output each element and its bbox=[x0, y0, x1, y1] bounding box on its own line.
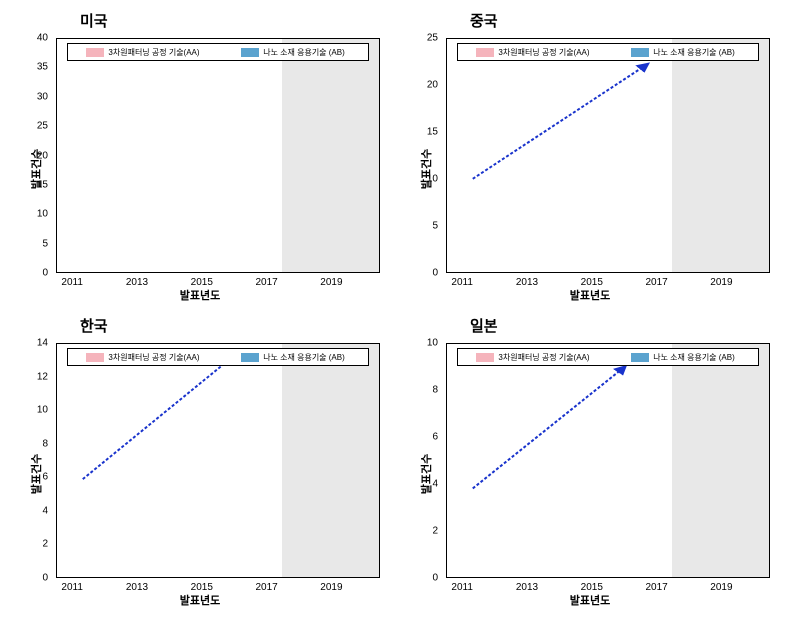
y-tick-label: 25 bbox=[37, 121, 48, 132]
x-tick-label: 2019 bbox=[320, 582, 342, 593]
x-axis-label: 발표년도 bbox=[180, 287, 220, 303]
y-tick-label: 8 bbox=[432, 385, 438, 396]
y-tick-label: 10 bbox=[37, 209, 48, 220]
y-tick-label: 12 bbox=[37, 371, 48, 382]
y-axis-label: 발표건수 bbox=[418, 453, 434, 493]
legend-item-aa: 3차원패터닝 공정 기술(AA) bbox=[458, 352, 608, 363]
legend-swatch-ab bbox=[631, 353, 649, 362]
legend-swatch-ab bbox=[241, 48, 259, 57]
x-axis-label: 발표년도 bbox=[180, 592, 220, 608]
legend: 3차원패터닝 공정 기술(AA) 나노 소재 응용기술 (AB) bbox=[457, 348, 759, 366]
y-tick-label: 35 bbox=[37, 62, 48, 73]
legend-swatch-aa bbox=[86, 48, 104, 57]
plot-area: 3차원패터닝 공정 기술(AA) 나노 소재 응용기술 (AB) bbox=[446, 343, 770, 578]
y-tick-label: 30 bbox=[37, 91, 48, 102]
legend-item-aa: 3차원패터닝 공정 기술(AA) bbox=[458, 47, 608, 58]
x-tick-label: 2011 bbox=[61, 582, 83, 593]
y-axis-label: 발표건수 bbox=[28, 148, 44, 188]
y-tick-label: 10 bbox=[427, 338, 438, 349]
plot-area: 3차원패터닝 공정 기술(AA) 나노 소재 응용기술 (AB) bbox=[56, 38, 380, 273]
legend-label-aa: 3차원패터닝 공정 기술(AA) bbox=[498, 352, 589, 363]
legend-swatch-aa bbox=[476, 48, 494, 57]
y-tick-label: 15 bbox=[427, 127, 438, 138]
y-tick-label: 0 bbox=[42, 573, 48, 584]
y-tick-label: 4 bbox=[42, 505, 48, 516]
y-tick-label: 5 bbox=[432, 221, 438, 232]
panel-title: 중국 bbox=[470, 10, 498, 31]
legend-item-ab: 나노 소재 응용기술 (AB) bbox=[218, 47, 368, 58]
legend-label-aa: 3차원패터닝 공정 기술(AA) bbox=[498, 47, 589, 58]
legend-item-ab: 나노 소재 응용기술 (AB) bbox=[608, 47, 758, 58]
y-tick-label: 0 bbox=[42, 268, 48, 279]
legend-swatch-aa bbox=[86, 353, 104, 362]
legend: 3차원패터닝 공정 기술(AA) 나노 소재 응용기술 (AB) bbox=[67, 348, 369, 366]
x-tick-label: 2019 bbox=[710, 582, 732, 593]
y-tick-label: 8 bbox=[42, 438, 48, 449]
y-tick-label: 10 bbox=[37, 405, 48, 416]
legend-label-ab: 나노 소재 응용기술 (AB) bbox=[263, 352, 345, 363]
x-axis-label: 발표년도 bbox=[570, 287, 610, 303]
chart-panel: 미국3차원패터닝 공정 기술(AA)나노 소재 응용기술 (AB)0510152… bbox=[10, 10, 390, 305]
legend-label-ab: 나노 소재 응용기술 (AB) bbox=[653, 47, 735, 58]
legend-label-aa: 3차원패터닝 공정 기술(AA) bbox=[108, 47, 199, 58]
chart-panel: 한국3차원패터닝 공정 기술(AA)나노 소재 응용기술 (AB)0246810… bbox=[10, 315, 390, 610]
chart-outer: 3차원패터닝 공정 기술(AA)나노 소재 응용기술 (AB)024681012… bbox=[10, 337, 390, 610]
panel-title: 한국 bbox=[80, 315, 108, 336]
plot-area: 3차원패터닝 공정 기술(AA) 나노 소재 응용기술 (AB) bbox=[56, 343, 380, 578]
y-axis-label: 발표건수 bbox=[28, 453, 44, 493]
x-tick-label: 2017 bbox=[255, 582, 277, 593]
y-tick-label: 0 bbox=[432, 268, 438, 279]
x-tick-label: 2017 bbox=[255, 277, 277, 288]
y-tick-label: 14 bbox=[37, 338, 48, 349]
x-tick-label: 2013 bbox=[126, 277, 148, 288]
legend-item-aa: 3차원패터닝 공정 기술(AA) bbox=[68, 47, 218, 58]
bar-area bbox=[447, 39, 769, 272]
chart-panel: 일본3차원패터닝 공정 기술(AA)나노 소재 응용기술 (AB)0246810… bbox=[400, 315, 780, 610]
x-tick-label: 2011 bbox=[61, 277, 83, 288]
x-axis-label: 발표년도 bbox=[570, 592, 610, 608]
legend-label-ab: 나노 소재 응용기술 (AB) bbox=[263, 47, 345, 58]
chart-outer: 3차원패터닝 공정 기술(AA)나노 소재 응용기술 (AB)051015202… bbox=[400, 32, 780, 305]
x-tick-label: 2013 bbox=[516, 277, 538, 288]
y-tick-label: 5 bbox=[42, 238, 48, 249]
legend-swatch-ab bbox=[631, 48, 649, 57]
x-tick-label: 2011 bbox=[451, 277, 473, 288]
y-tick-label: 20 bbox=[427, 80, 438, 91]
legend-label-ab: 나노 소재 응용기술 (AB) bbox=[653, 352, 735, 363]
x-tick-label: 2017 bbox=[645, 582, 667, 593]
x-tick-label: 2011 bbox=[451, 582, 473, 593]
legend-item-aa: 3차원패터닝 공정 기술(AA) bbox=[68, 352, 218, 363]
chart-outer: 3차원패터닝 공정 기술(AA)나노 소재 응용기술 (AB)051015202… bbox=[10, 32, 390, 305]
legend-swatch-ab bbox=[241, 353, 259, 362]
x-tick-label: 2019 bbox=[320, 277, 342, 288]
y-tick-label: 25 bbox=[427, 33, 438, 44]
legend-swatch-aa bbox=[476, 353, 494, 362]
chart-outer: 3차원패터닝 공정 기술(AA)나노 소재 응용기술 (AB)0246810발표… bbox=[400, 337, 780, 610]
panel-title: 일본 bbox=[470, 315, 498, 336]
panel-title: 미국 bbox=[80, 10, 108, 31]
x-tick-label: 2013 bbox=[516, 582, 538, 593]
legend-item-ab: 나노 소재 응용기술 (AB) bbox=[218, 352, 368, 363]
y-tick-label: 6 bbox=[432, 432, 438, 443]
plot-area: 3차원패터닝 공정 기술(AA) 나노 소재 응용기술 (AB) bbox=[446, 38, 770, 273]
y-tick-label: 40 bbox=[37, 33, 48, 44]
y-axis-label: 발표건수 bbox=[418, 148, 434, 188]
legend: 3차원패터닝 공정 기술(AA) 나노 소재 응용기술 (AB) bbox=[457, 43, 759, 61]
bar-area bbox=[57, 39, 379, 272]
legend-label-aa: 3차원패터닝 공정 기술(AA) bbox=[108, 352, 199, 363]
x-tick-label: 2017 bbox=[645, 277, 667, 288]
bar-area bbox=[57, 344, 379, 577]
x-tick-label: 2019 bbox=[710, 277, 732, 288]
legend: 3차원패터닝 공정 기술(AA) 나노 소재 응용기술 (AB) bbox=[67, 43, 369, 61]
chart-panel: 중국3차원패터닝 공정 기술(AA)나노 소재 응용기술 (AB)0510152… bbox=[400, 10, 780, 305]
x-tick-label: 2013 bbox=[126, 582, 148, 593]
y-tick-label: 0 bbox=[432, 573, 438, 584]
legend-item-ab: 나노 소재 응용기술 (AB) bbox=[608, 352, 758, 363]
y-tick-label: 2 bbox=[432, 526, 438, 537]
y-tick-label: 2 bbox=[42, 539, 48, 550]
bar-area bbox=[447, 344, 769, 577]
